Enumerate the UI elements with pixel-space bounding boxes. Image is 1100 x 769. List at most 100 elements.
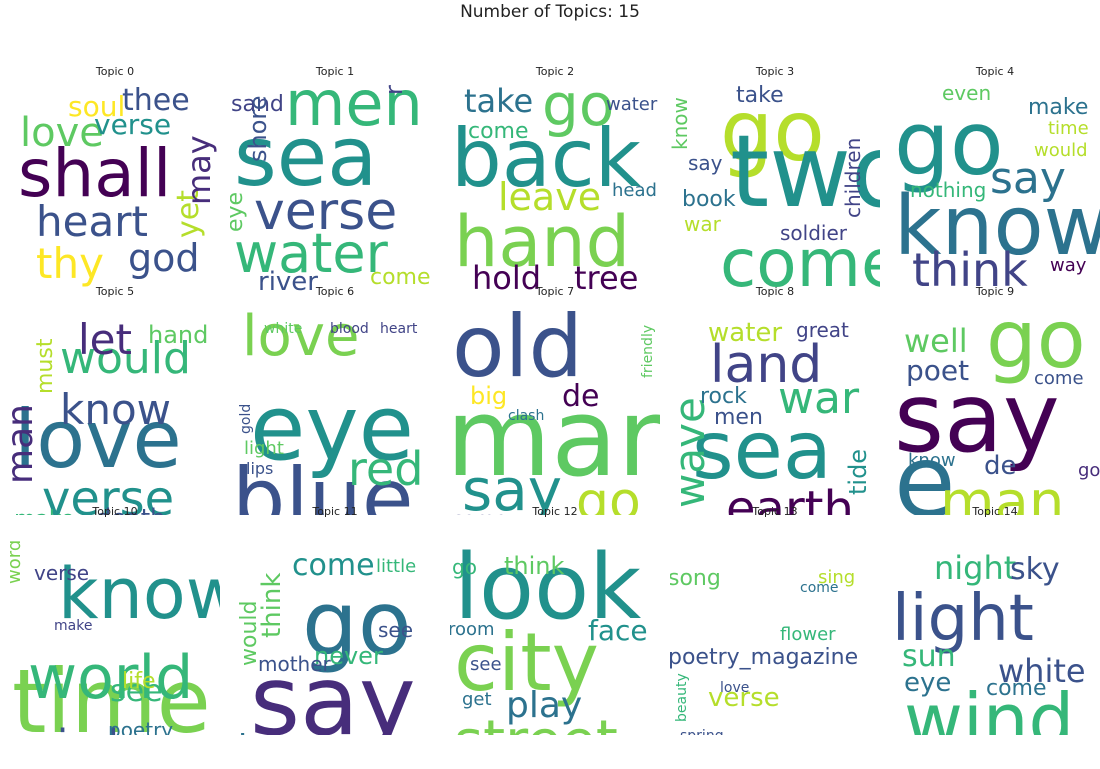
word-sand: sand xyxy=(231,92,284,117)
word-hand: hand xyxy=(454,201,630,283)
word-world: world xyxy=(28,643,193,713)
word-cloud: lightwindnightskywhitesuneyecomeleavetre… xyxy=(890,525,1100,735)
word-go: go xyxy=(894,92,1004,195)
word-god: god xyxy=(1078,460,1100,481)
word-even: even xyxy=(942,85,991,105)
word-city: city xyxy=(454,616,599,709)
word-go: go xyxy=(302,572,412,675)
word-word: word xyxy=(10,540,25,584)
word-big: big xyxy=(470,382,507,410)
word-may: may xyxy=(180,135,218,205)
word-verse: verse xyxy=(34,561,89,585)
word-war: war xyxy=(684,212,722,236)
topic-title: Topic 13 xyxy=(752,505,798,518)
word-cloud-svg: lightwindnightskywhitesuneyecomeleavetre… xyxy=(892,549,1086,735)
word-go: go xyxy=(576,472,641,515)
topic-title: Topic 9 xyxy=(975,285,1015,298)
word-come: come xyxy=(452,507,507,515)
word-flower: flower xyxy=(780,624,836,645)
word-well: well xyxy=(904,322,968,360)
word-room: room xyxy=(450,619,495,640)
word-beauty: beauty xyxy=(674,673,690,722)
word-cloud: lookcitystreetplay face think go room see get xyxy=(450,525,660,735)
word-love: love xyxy=(14,393,182,486)
word-say: say xyxy=(688,151,723,175)
word-friendly: friendly xyxy=(640,325,656,378)
word-time: time xyxy=(12,650,211,735)
word-little: little xyxy=(376,556,416,577)
word-man: man xyxy=(940,470,1064,515)
word-leave: leave xyxy=(498,175,601,219)
word-great: great xyxy=(796,318,849,342)
word-tree: tree xyxy=(574,259,638,295)
word-yet: yet xyxy=(171,190,206,238)
topic-panel-8: Topic 8 sea land war earth wave water great rock… xyxy=(670,285,880,515)
word-light: light xyxy=(244,438,284,459)
word-see: see xyxy=(470,654,502,675)
word-know: know xyxy=(670,97,692,150)
word-eye: eye xyxy=(904,668,951,698)
word-god: god xyxy=(128,236,200,280)
word-head: head xyxy=(612,180,657,201)
word-war: war xyxy=(778,373,860,424)
word-earth: earth xyxy=(726,481,854,515)
topic-panel-5: Topic 5 love would verse know let man hand must m… xyxy=(10,285,220,515)
topic-title: Topic 5 xyxy=(95,285,135,298)
word-back: back xyxy=(451,112,642,205)
word-play: play xyxy=(506,685,582,726)
topic-panel-14: Topic 14 light wind night sky white sun eye come… xyxy=(890,505,1100,735)
word-know: know xyxy=(58,553,220,635)
word-know: know xyxy=(238,728,328,735)
word-light: light xyxy=(892,582,1034,656)
word-rock: rock xyxy=(700,384,747,409)
word-love: love xyxy=(20,110,104,156)
word-death: death xyxy=(96,504,165,515)
word-come: come xyxy=(800,580,839,596)
word-make: make xyxy=(54,618,92,634)
word-life: life xyxy=(122,669,156,694)
word-go: go xyxy=(720,85,825,180)
word-poetry: poetry xyxy=(108,718,173,735)
word-thee: thee xyxy=(122,85,190,118)
word-cloud: oldmansaygodebigcomefriendlyclashblack xyxy=(450,305,660,515)
word-shall: shall xyxy=(18,135,171,212)
topic-panel-0: Topic 0 shall heart love verse thee soul thy god… xyxy=(10,65,220,295)
word-man: man xyxy=(450,376,660,501)
word-come: come xyxy=(370,265,431,290)
word-river: river xyxy=(258,267,318,295)
word-come: come xyxy=(292,548,375,583)
word-come: come xyxy=(720,225,880,295)
word-heart: heart xyxy=(380,321,418,337)
word-spring: spring xyxy=(680,728,724,735)
word-cloud: back hand go take leave hold tree water come head xyxy=(450,85,660,295)
word-get: get xyxy=(462,689,492,710)
topic-title: Topic 0 xyxy=(95,65,135,78)
word-eye: eye xyxy=(250,376,414,481)
topic-title: Topic 6 xyxy=(315,285,355,298)
word-know: know xyxy=(60,385,171,434)
word-soldier: soldier xyxy=(780,221,848,245)
word-think: think xyxy=(912,243,1028,295)
topic-title: Topic 8 xyxy=(755,285,795,298)
word-red: red xyxy=(348,442,423,496)
topic-title: Topic 1 xyxy=(315,65,355,78)
word-sing: sing xyxy=(818,567,855,588)
word-white: white xyxy=(998,652,1086,690)
word-old: old xyxy=(452,305,583,397)
topic-title: Topic 10 xyxy=(92,505,138,518)
word-see: see xyxy=(378,618,413,642)
word-say: say xyxy=(250,645,416,735)
word-cloud: poetry_magazine verse song flower sing come lo… xyxy=(670,525,880,735)
